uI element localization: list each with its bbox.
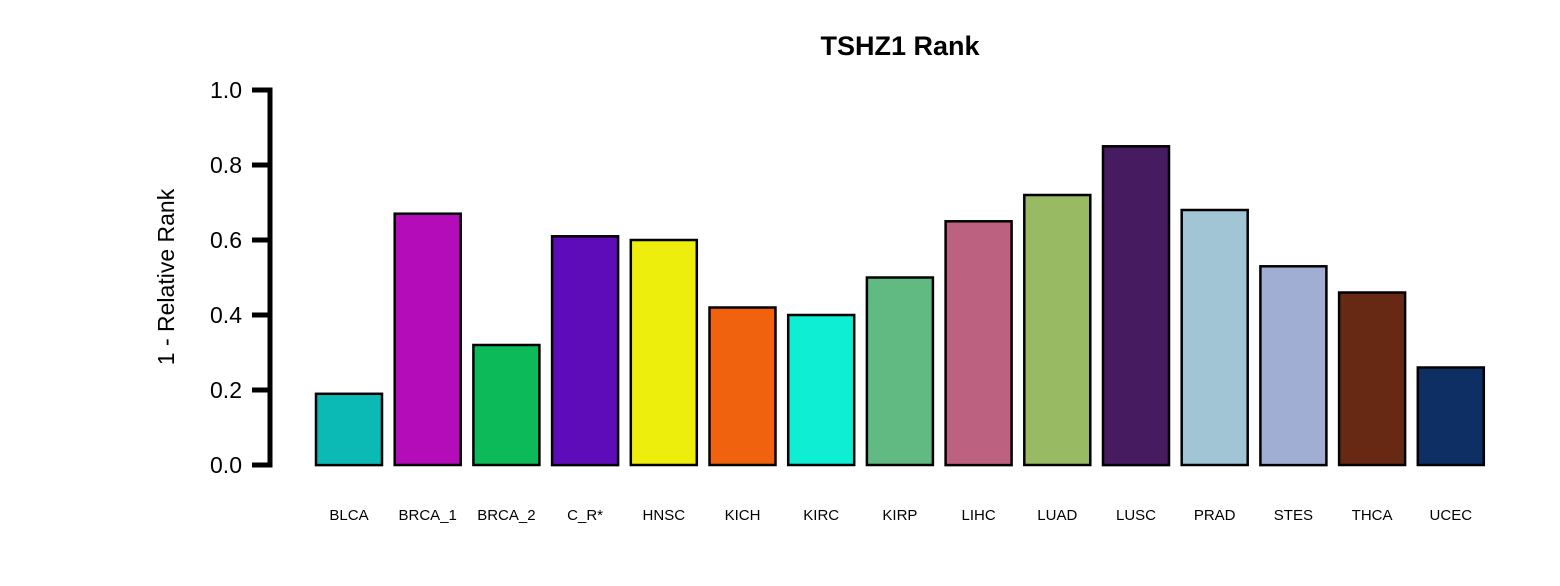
chart-title: TSHZ1 Rank [820, 31, 980, 61]
bar-hnsc [629, 238, 699, 467]
y-tick-label: 0.6 [210, 227, 242, 253]
y-tick-label: 0.8 [210, 152, 242, 178]
bar-kirp [865, 276, 935, 467]
bar-ucec [1416, 366, 1486, 467]
x-tick-label: LUSC [1116, 507, 1156, 524]
bar-lusc [1101, 145, 1171, 467]
x-tick-label: LIHC [962, 507, 996, 524]
x-tick-label: STES [1274, 507, 1313, 524]
bar-blca [314, 392, 384, 467]
y-tick-label: 1.0 [210, 77, 242, 103]
x-tick-label: UCEC [1430, 507, 1473, 524]
bar-kirc [786, 313, 856, 467]
bar-kich [708, 306, 777, 467]
bar-lihc [944, 220, 1013, 467]
bars-group [314, 145, 1486, 467]
y-axis-label: 1 - Relative Rank [153, 188, 179, 365]
bar-brca-2 [472, 343, 541, 467]
y-axis: 0.0 0.2 0.4 0.6 0.8 1.0 [210, 77, 273, 478]
y-tick-label: 0.0 [210, 452, 242, 478]
x-tick-label: PRAD [1194, 507, 1236, 524]
x-tick-label: LUAD [1037, 507, 1077, 524]
x-tick-label: BRCA_2 [477, 507, 535, 524]
x-tick-label: BLCA [329, 507, 368, 524]
y-tick-label: 0.2 [210, 377, 242, 403]
x-tick-label: KIRP [882, 507, 917, 524]
x-tick-label: C_R* [567, 507, 603, 524]
x-tick-label: HNSC [643, 507, 686, 524]
x-tick-labels: BLCA BRCA_1 BRCA_2 C_R* HNSC KICH KIRC KIRP LIHC… [329, 507, 1472, 524]
y-tick-label: 0.4 [210, 302, 242, 328]
x-tick-label: THCA [1352, 507, 1393, 524]
bar-c-r [550, 235, 620, 467]
bar-stes [1259, 265, 1328, 467]
bar-thca [1337, 291, 1407, 467]
x-tick-label: KICH [725, 507, 761, 524]
x-tick-label: BRCA_1 [399, 507, 457, 524]
bar-luad [1023, 193, 1092, 467]
bar-prad [1180, 208, 1249, 467]
x-tick-label: KIRC [803, 507, 839, 524]
bar-brca-1 [393, 212, 462, 467]
